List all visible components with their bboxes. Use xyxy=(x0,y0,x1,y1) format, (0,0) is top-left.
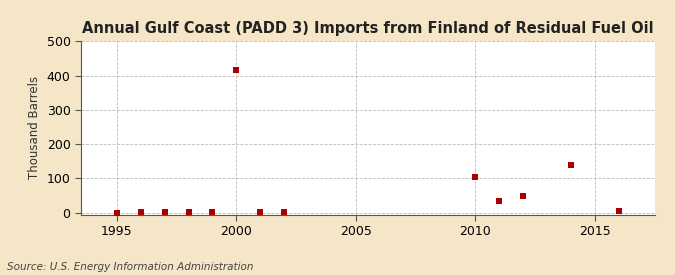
Point xyxy=(207,210,218,214)
Point xyxy=(566,163,576,168)
Point xyxy=(494,199,505,203)
Point xyxy=(183,210,194,214)
Point xyxy=(518,193,529,198)
Text: Source: U.S. Energy Information Administration: Source: U.S. Energy Information Administ… xyxy=(7,262,253,272)
Point xyxy=(159,210,170,214)
Point xyxy=(279,210,290,214)
Point xyxy=(255,210,266,214)
Point xyxy=(470,175,481,180)
Point xyxy=(231,68,242,72)
Y-axis label: Thousand Barrels: Thousand Barrels xyxy=(28,76,41,180)
Title: Annual Gulf Coast (PADD 3) Imports from Finland of Residual Fuel Oil: Annual Gulf Coast (PADD 3) Imports from … xyxy=(82,21,653,36)
Point xyxy=(111,211,122,215)
Point xyxy=(136,210,146,214)
Point xyxy=(614,209,624,213)
